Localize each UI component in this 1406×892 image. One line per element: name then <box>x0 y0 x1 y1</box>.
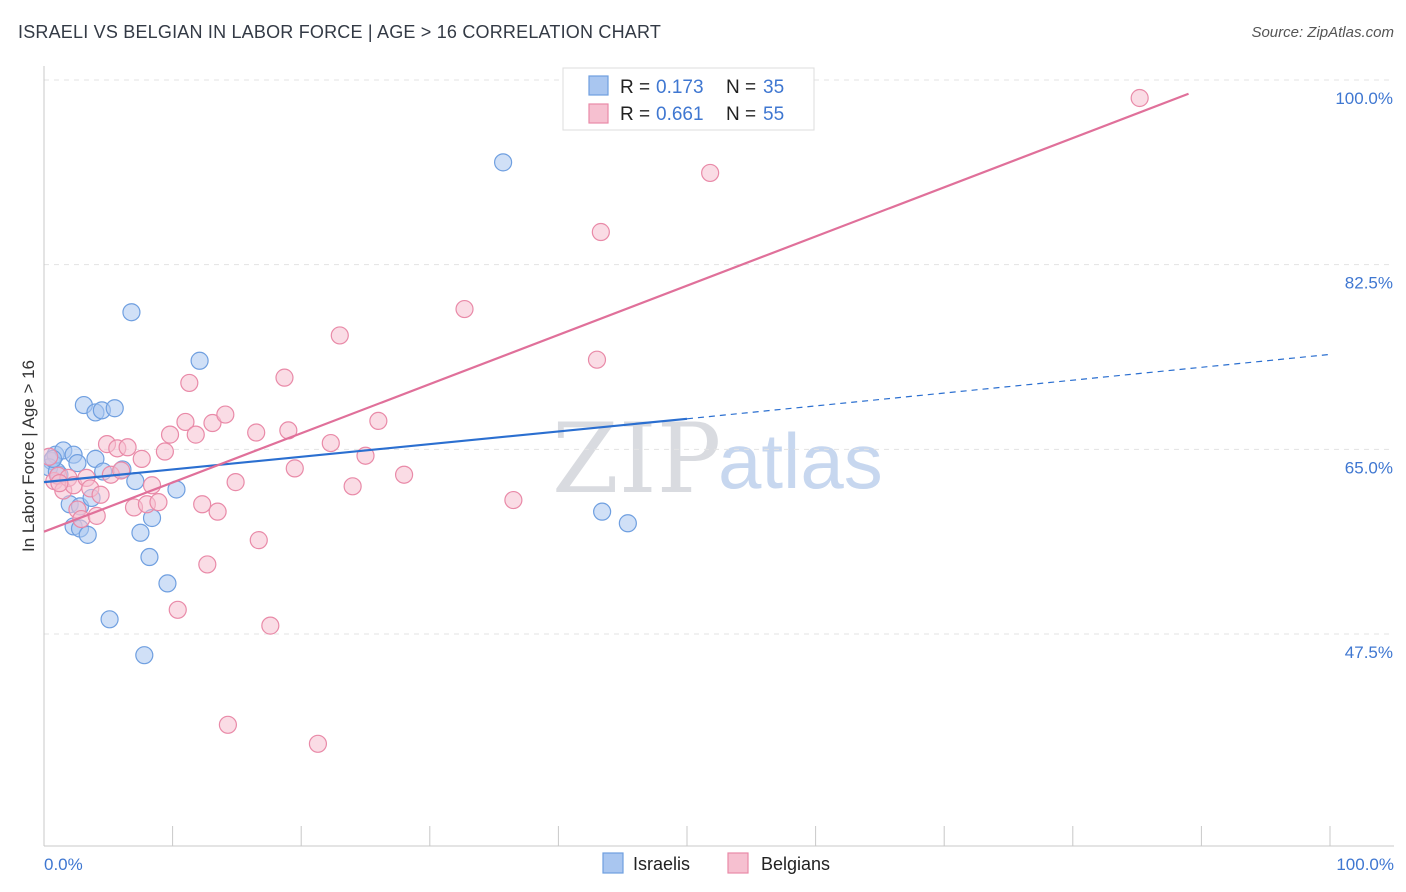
point-belgians <box>261 616 280 635</box>
point-belgians <box>1130 88 1149 108</box>
y-tick-labels: 100.0% 82.5% 65.0% 47.5% <box>1335 89 1393 662</box>
trend-line-israelis <box>43 417 688 484</box>
point-belgians <box>112 461 131 480</box>
x-tick-label-max: 100.0% <box>1336 855 1394 874</box>
point-belgians <box>247 423 266 442</box>
point-belgians <box>226 473 245 492</box>
point-belgians <box>180 373 199 393</box>
point-belgians <box>369 411 388 431</box>
point-belgians <box>249 531 268 550</box>
source-label: Source: ZipAtlas.com <box>1251 24 1394 41</box>
x-ticks <box>43 826 1331 846</box>
bottom-legend-swatch-israelis[interactable] <box>602 852 624 874</box>
point-belgians <box>203 413 222 433</box>
point-belgians <box>132 449 151 468</box>
legend-r-value-belgians: 0.661 <box>656 104 704 125</box>
point-israelis <box>140 547 159 567</box>
point-belgians <box>198 555 217 574</box>
y-tick-label: 82.5% <box>1345 274 1393 293</box>
point-israelis <box>593 502 612 521</box>
bottom-legend-label-belgians[interactable]: Belgians <box>761 854 830 874</box>
point-belgians <box>168 600 187 619</box>
point-israelis <box>618 514 637 533</box>
point-israelis <box>158 574 177 593</box>
point-belgians <box>330 326 349 345</box>
point-belgians <box>50 474 69 493</box>
legend-r-label-belgians: R = <box>620 104 650 125</box>
legend-n-value-belgians: 55 <box>763 104 784 125</box>
point-belgians <box>343 477 362 496</box>
legend-swatch-belgians <box>588 103 609 124</box>
legend-n-value-israelis: 35 <box>763 77 784 98</box>
point-belgians <box>218 715 237 734</box>
point-belgians <box>321 433 340 453</box>
point-belgians <box>216 405 235 424</box>
point-belgians <box>176 412 195 432</box>
y-tick-label: 47.5% <box>1345 643 1393 662</box>
point-israelis <box>131 523 150 542</box>
point-belgians <box>591 222 610 242</box>
point-israelis <box>105 399 124 418</box>
point-belgians <box>186 425 205 444</box>
point-israelis <box>122 303 141 322</box>
y-tick-label: 65.0% <box>1345 458 1393 477</box>
trend-line-belgians <box>43 92 1189 533</box>
point-israelis <box>68 454 87 473</box>
point-belgians <box>91 485 110 504</box>
point-belgians <box>308 734 328 753</box>
legend-n-label-belgians: N = <box>726 104 756 125</box>
point-belgians <box>193 495 212 514</box>
chart-title: ISRAELI VS BELGIAN IN LABOR FORCE | AGE … <box>18 22 662 42</box>
legend-r-value-israelis: 0.173 <box>656 77 704 98</box>
point-belgians <box>149 493 168 512</box>
point-belgians <box>275 368 294 387</box>
bottom-legend-swatch-belgians[interactable] <box>727 852 749 874</box>
point-belgians <box>504 490 523 510</box>
point-israelis <box>126 471 145 491</box>
point-israelis <box>494 153 513 172</box>
point-belgians <box>701 163 720 183</box>
point-belgians <box>118 438 137 457</box>
point-belgians <box>160 425 180 444</box>
point-israelis <box>78 525 97 544</box>
y-axis-label: In Labor Force | Age > 16 <box>19 360 38 552</box>
trend-line-extension-israelis <box>686 353 1331 420</box>
grid-lines <box>44 79 1394 635</box>
legend-swatch-israelis <box>588 75 609 96</box>
point-israelis <box>100 610 119 629</box>
watermark-atlas: atlas <box>718 417 883 505</box>
point-belgians <box>44 447 59 466</box>
y-tick-label: 100.0% <box>1335 89 1393 108</box>
point-belgians <box>155 442 174 461</box>
point-belgians <box>455 299 474 319</box>
bottom-legend-label-israelis[interactable]: Israelis <box>633 854 690 874</box>
series-legend: Israelis Belgians <box>602 852 830 874</box>
watermark-zip: ZIP <box>552 403 721 515</box>
point-israelis <box>135 646 154 665</box>
correlation-legend: R = 0.173 N = 35 R = 0.661 N = 55 <box>562 67 815 131</box>
legend-n-label-israelis: N = <box>726 77 756 98</box>
point-israelis <box>190 351 209 370</box>
legend-r-label-israelis: R = <box>620 77 650 98</box>
point-belgians <box>285 459 304 478</box>
trend-lines <box>43 92 1331 533</box>
point-belgians <box>587 350 607 369</box>
point-belgians <box>208 502 227 521</box>
point-belgians <box>394 465 414 484</box>
x-tick-label-min: 0.0% <box>44 855 83 874</box>
